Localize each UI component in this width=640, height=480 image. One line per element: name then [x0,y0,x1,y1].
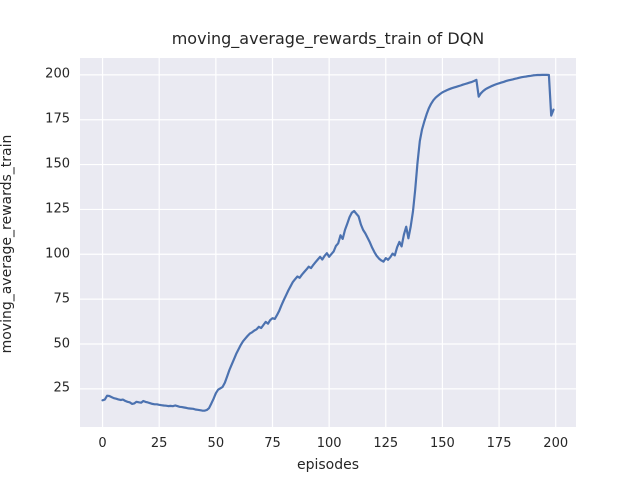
y-tick-label: 125 [45,201,70,217]
y-tick-label: 75 [53,291,70,307]
y-tick-label: 175 [45,111,70,127]
chart-title: moving_average_rewards_train of DQN [171,29,485,48]
x-tick-label: 125 [373,436,399,451]
x-tick-label: 100 [316,436,342,451]
y-tick-label: 200 [45,66,70,82]
y-tick-label: 25 [53,380,70,396]
y-tick-label: 100 [45,246,70,262]
y-axis-label: moving_average_rewards_train [0,134,15,354]
plot-area [80,57,576,428]
x-tick-label: 175 [486,436,512,451]
x-tick-label: 25 [150,436,168,451]
x-tick-label: 50 [207,436,225,451]
x-tick-label: 200 [543,436,569,451]
x-axis-label: episodes [296,457,360,473]
data-line-moving_average_rewards_train [101,73,555,412]
x-tick-label: 0 [98,436,107,451]
x-tick-label: 75 [264,436,281,451]
line-chart [80,57,576,428]
x-tick-label: 150 [430,436,455,451]
y-tick-label: 50 [53,336,70,352]
y-tick-label: 150 [45,156,70,172]
